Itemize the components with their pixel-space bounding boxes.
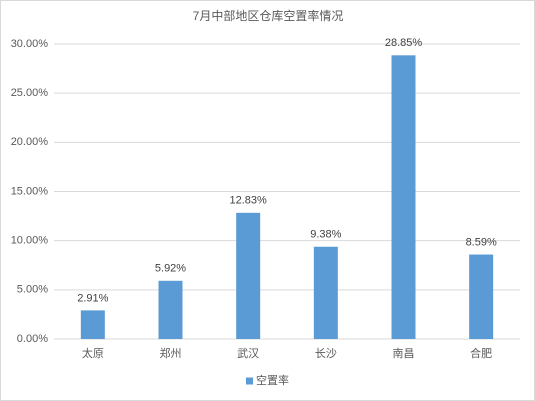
bar bbox=[313, 246, 338, 339]
legend-label: 空置率 bbox=[256, 373, 289, 387]
y-tick-label: 15.00% bbox=[11, 185, 49, 197]
y-tick-label: 10.00% bbox=[11, 235, 49, 247]
x-tick-label: 长沙 bbox=[315, 347, 337, 360]
x-tick-label: 郑州 bbox=[160, 346, 182, 360]
y-tick-label: 5.00% bbox=[17, 284, 48, 296]
y-tick-label: 30.00% bbox=[11, 38, 49, 50]
bar bbox=[236, 212, 261, 339]
x-tick-label: 合肥 bbox=[470, 346, 492, 360]
bar bbox=[469, 254, 494, 339]
y-tick-label: 0.00% bbox=[17, 333, 48, 345]
data-label: 9.38% bbox=[310, 229, 341, 241]
x-tick-label: 武汉 bbox=[237, 347, 259, 360]
data-label: 2.91% bbox=[77, 292, 108, 304]
data-label: 28.85% bbox=[385, 37, 423, 49]
data-label: 5.92% bbox=[155, 263, 186, 275]
bar bbox=[80, 310, 105, 339]
bar bbox=[391, 55, 416, 339]
x-tick-label: 太原 bbox=[82, 347, 104, 360]
y-tick-label: 25.00% bbox=[11, 87, 49, 99]
data-label: 12.83% bbox=[230, 195, 268, 207]
legend-swatch bbox=[246, 377, 253, 385]
bar bbox=[158, 280, 183, 339]
x-tick-label: 南昌 bbox=[393, 347, 415, 360]
data-label: 8.59% bbox=[466, 236, 497, 248]
y-tick-label: 20.00% bbox=[11, 136, 49, 148]
chart-title: 7月中部地区仓库空置率情况 bbox=[193, 8, 344, 23]
